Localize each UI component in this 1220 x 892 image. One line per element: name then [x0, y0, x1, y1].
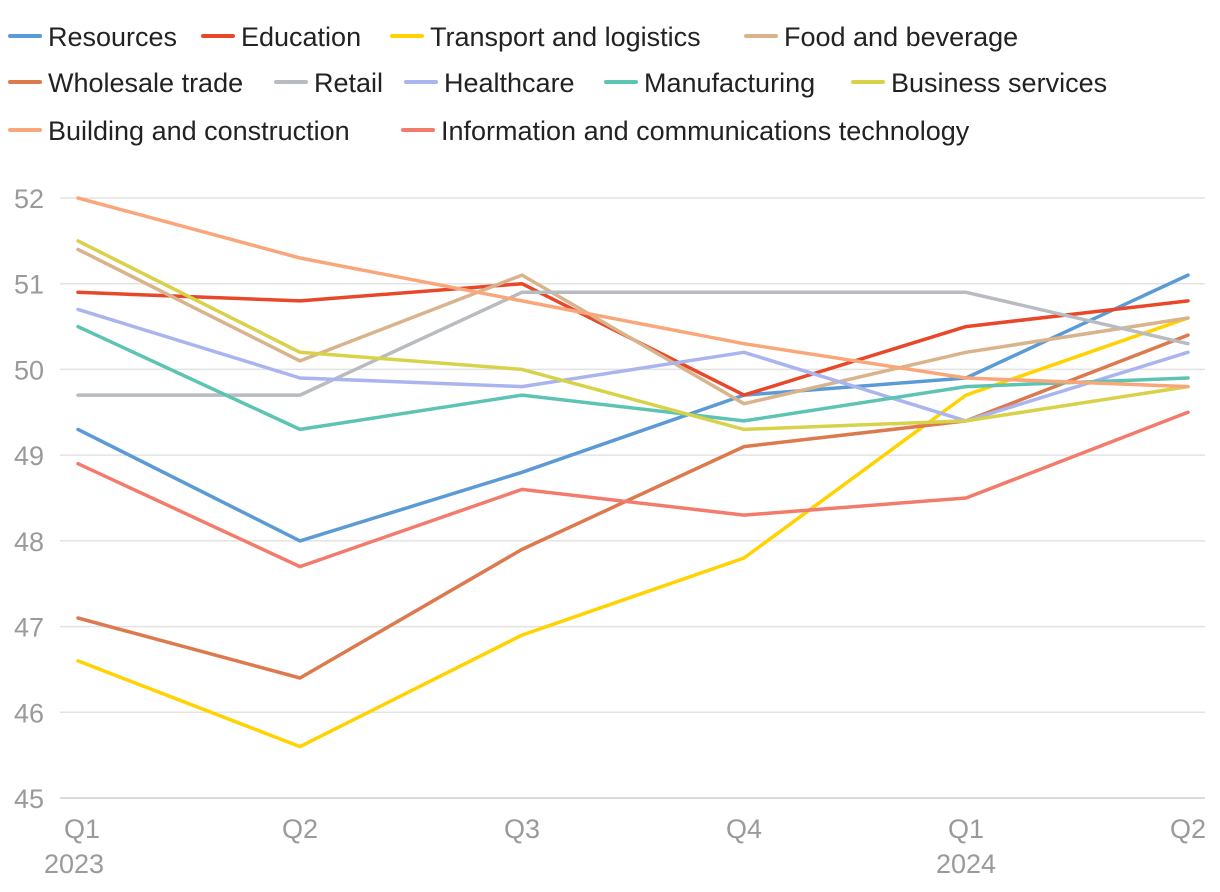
legend-item: Business services — [851, 68, 1107, 98]
x-year-label: 2024 — [936, 849, 996, 879]
legend-label: Healthcare — [444, 68, 575, 98]
y-tick-label: 45 — [14, 784, 44, 814]
series-line-healthcare — [76, 307, 1190, 423]
y-tick-label: 51 — [14, 270, 44, 300]
x-tick-label: Q2 — [1170, 814, 1206, 844]
x-tick-label: Q4 — [726, 814, 762, 844]
legend-item: Building and construction — [8, 116, 350, 146]
series-line-building-and-construction — [76, 196, 1190, 389]
series-line-information-and-communications-technology — [76, 410, 1190, 569]
series-line-retail — [76, 290, 1190, 397]
series-line-resources — [76, 273, 1190, 543]
legend-item: Retail — [274, 68, 383, 98]
legend-item: Resources — [8, 22, 177, 52]
legend-label: Business services — [891, 68, 1107, 98]
y-tick-label: 48 — [14, 527, 44, 557]
x-year-label: 2023 — [44, 849, 104, 879]
legend-label: Transport and logistics — [430, 22, 701, 52]
legend-label: Manufacturing — [644, 68, 815, 98]
legend-item: Food and beverage — [744, 22, 1018, 52]
legend-label: Information and communications technolog… — [441, 116, 970, 146]
y-tick-label: 49 — [14, 441, 44, 471]
y-tick-label: 50 — [14, 355, 44, 385]
legend-item: Healthcare — [404, 68, 575, 98]
y-tick-label: 46 — [14, 698, 44, 728]
legend-item: Transport and logistics — [390, 22, 701, 52]
legend-label: Retail — [314, 68, 383, 98]
series-line-business-services — [76, 239, 1190, 432]
x-axis: Q1 Q2 Q3 Q4 Q1 Q2 2023 2024 — [44, 814, 1206, 879]
legend-label: Education — [241, 22, 361, 52]
legend-label: Resources — [48, 22, 177, 52]
x-tick-label: Q1 — [948, 814, 984, 844]
series-line-food-and-beverage — [76, 247, 1190, 406]
legend-label: Building and construction — [48, 116, 350, 146]
legend-item: Manufacturing — [604, 68, 815, 98]
y-tick-label: 47 — [14, 613, 44, 643]
series-line-transport-and-logistics — [76, 316, 1190, 749]
x-tick-label: Q2 — [282, 814, 318, 844]
legend-item: Education — [201, 22, 361, 52]
y-axis: 45 46 47 48 49 50 51 52 — [14, 184, 44, 814]
legend-item: Wholesale trade — [8, 68, 243, 98]
legend-label: Food and beverage — [784, 22, 1018, 52]
legend-item: Information and communications technolog… — [401, 116, 970, 146]
series-line-wholesale-trade — [76, 333, 1190, 680]
chart-legend: Resources Education Transport and logistic… — [8, 22, 1107, 146]
series-lines — [76, 196, 1190, 749]
y-tick-label: 52 — [14, 184, 44, 214]
series-line-manufacturing — [76, 324, 1190, 432]
x-tick-label: Q1 — [64, 814, 100, 844]
legend-label: Wholesale trade — [48, 68, 243, 98]
x-tick-label: Q3 — [504, 814, 540, 844]
